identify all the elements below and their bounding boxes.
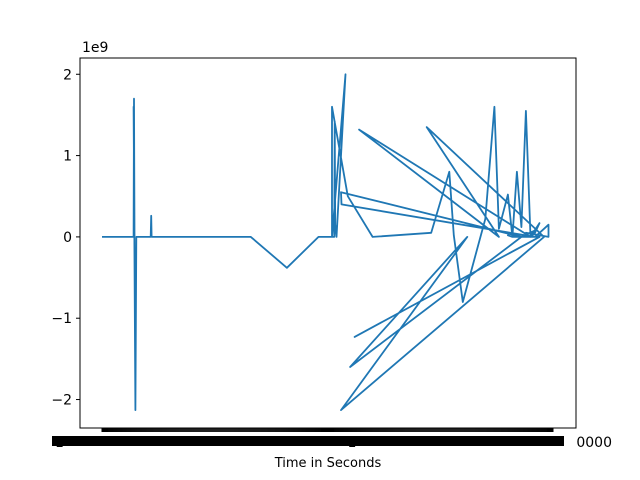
x-axis: 1 1 0000 [52, 428, 612, 451]
y-tick-label: 2 [63, 67, 72, 83]
y-tick-label: −1 [51, 311, 72, 327]
y-tick-label: 0 [63, 230, 72, 246]
x-tick-label: 1 [348, 435, 357, 451]
y-offset-label: 1e9 [82, 40, 108, 56]
series-line-0 [102, 73, 550, 412]
y-tick-label: −2 [51, 393, 72, 409]
x-tick-label-band [52, 436, 564, 446]
y-axis: −2 −1 0 1 2 [51, 67, 80, 409]
x-axis-label: Time in Seconds [274, 456, 382, 471]
x-tick-label: 1 [55, 435, 64, 451]
x-tick-label: 0000 [576, 435, 612, 451]
plot-area [102, 73, 550, 412]
y-tick-label: 1 [63, 149, 72, 165]
